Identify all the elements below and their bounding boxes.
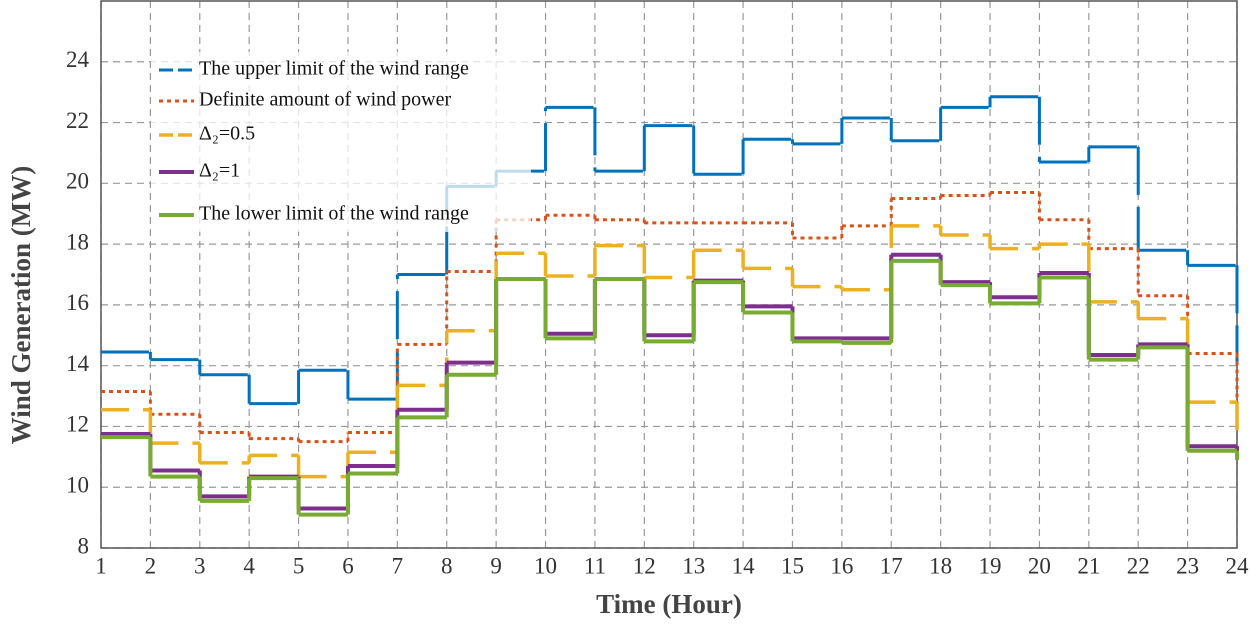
legend-label: Δ₂=1 <box>199 160 240 182</box>
y-tick-label: 16 <box>66 290 89 315</box>
x-tick-label: 3 <box>194 553 206 578</box>
x-tick-label: 2 <box>145 553 157 578</box>
x-tick-label: 4 <box>243 553 255 578</box>
x-tick-label: 24 <box>1226 553 1250 578</box>
x-tick-label: 5 <box>293 553 305 578</box>
x-tick-label: 1 <box>95 553 107 578</box>
x-tick-label: 6 <box>342 553 354 578</box>
legend-label: Δ₂=0.5 <box>199 123 255 145</box>
y-tick-label: 22 <box>66 108 89 133</box>
x-tick-label: 17 <box>880 553 903 578</box>
x-tick-label: 13 <box>682 553 705 578</box>
y-tick-label: 24 <box>66 47 90 72</box>
x-tick-label: 7 <box>392 553 404 578</box>
x-tick-label: 20 <box>1028 553 1051 578</box>
legend-label: Definite amount of wind power <box>199 89 451 111</box>
legend-box <box>151 52 531 232</box>
x-tick-label: 22 <box>1127 553 1150 578</box>
x-tick-label: 21 <box>1077 553 1100 578</box>
x-tick-label: 18 <box>929 553 952 578</box>
y-tick-label: 8 <box>78 533 90 558</box>
x-tick-label: 11 <box>584 553 606 578</box>
x-tick-label: 8 <box>441 553 453 578</box>
y-axis-label: Wind Generation (MW) <box>6 166 36 445</box>
x-tick-label: 19 <box>979 553 1002 578</box>
x-tick-label: 12 <box>633 553 656 578</box>
x-tick-label: 23 <box>1176 553 1199 578</box>
x-tick-label: 16 <box>830 553 853 578</box>
y-tick-label: 10 <box>66 473 89 498</box>
x-axis-label: Time (Hour) <box>596 589 742 619</box>
x-tick-label: 15 <box>781 553 804 578</box>
legend-label: The upper limit of the wind range <box>199 58 469 80</box>
x-tick-label: 10 <box>534 553 557 578</box>
x-tick-label: 9 <box>490 553 502 578</box>
legend-label: The lower limit of the wind range <box>199 203 469 225</box>
y-tick-label: 12 <box>66 412 89 437</box>
x-tick-label: 14 <box>732 553 756 578</box>
y-tick-label: 14 <box>66 351 90 376</box>
y-tick-label: 20 <box>66 169 89 194</box>
y-tick-label: 18 <box>66 229 89 254</box>
